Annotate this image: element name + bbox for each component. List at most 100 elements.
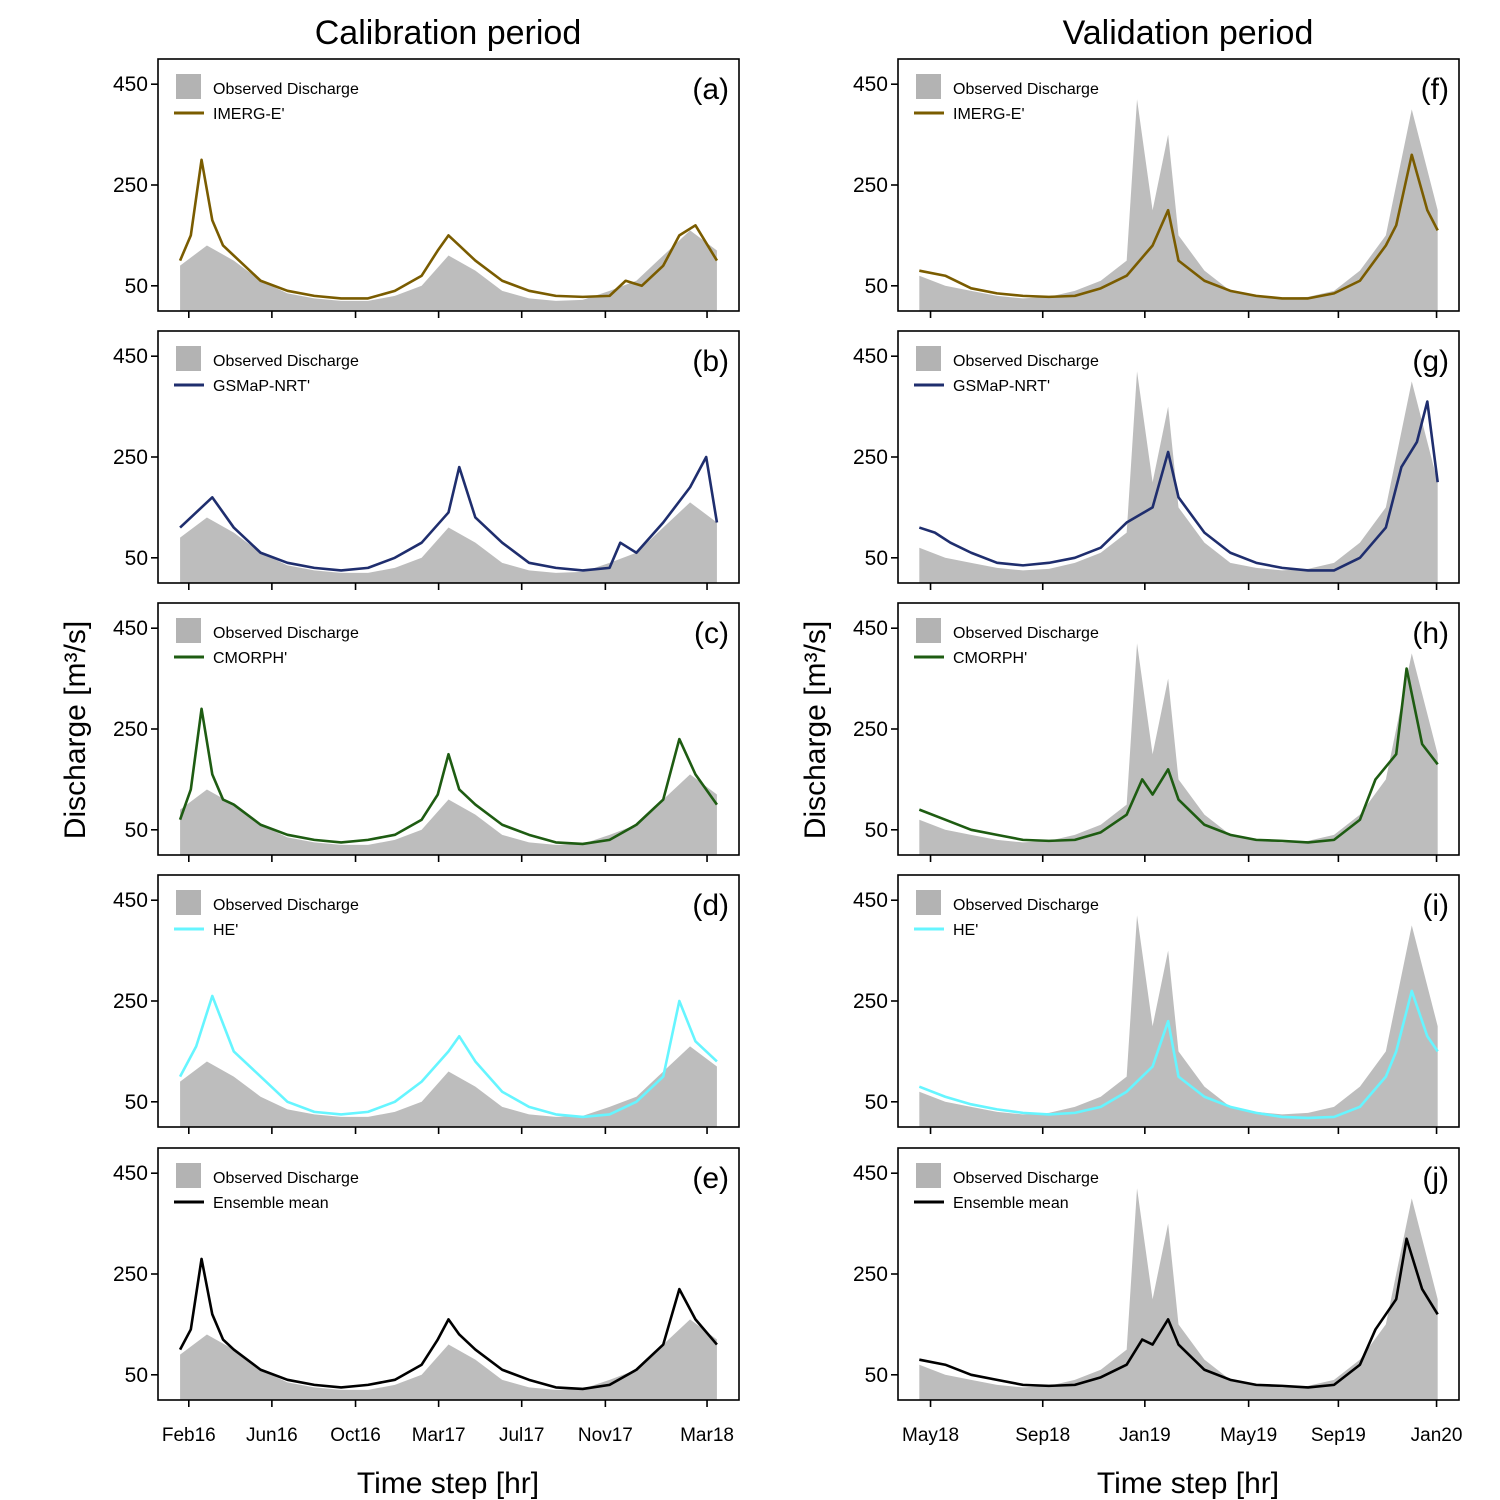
simulated-discharge-line: [919, 1237, 1439, 1389]
legend-label-observed: Observed Discharge: [213, 81, 359, 98]
legend-label-observed: Observed Discharge: [953, 81, 1099, 98]
panel-label: (h): [1412, 617, 1449, 650]
legend-swatch-observed: [176, 1163, 201, 1188]
x-axis-title-calibration: Time step [hr]: [357, 1467, 539, 1500]
y-tick-label: 250: [853, 718, 888, 741]
observed-discharge-area: [180, 230, 717, 311]
legend-label-observed: Observed Discharge: [213, 353, 359, 370]
observed-discharge-area: [180, 1046, 717, 1127]
y-tick-label: 50: [865, 819, 888, 842]
panel-label: (j): [1422, 1162, 1449, 1195]
y-tick-label: 250: [113, 1263, 148, 1286]
panel-label: (d): [692, 889, 729, 922]
legend-label-simulated: HE': [213, 922, 238, 939]
x-tick-label: Feb16: [162, 1425, 216, 1446]
legend-label-simulated: HE': [953, 922, 978, 939]
legend-label-simulated: Ensemble mean: [213, 1195, 329, 1212]
y-tick-label: 450: [113, 345, 148, 368]
x-tick-label: Sep18: [1015, 1425, 1070, 1446]
legend-swatch-observed: [916, 346, 941, 371]
x-axis-title-validation: Time step [hr]: [1097, 1467, 1279, 1500]
panel-e: 50 250 450 Feb16 Jun16 Oct16 Mar17 Jul17 Nov17 Ma…: [113, 1147, 740, 1446]
simulated-discharge-line: [178, 707, 718, 846]
x-tick-label: Jul17: [499, 1425, 544, 1446]
chart-panels: 50 250 450 Observed Discharge IMERG-E' (a) 50 2…: [113, 58, 1462, 1446]
legend-label-simulated: IMERG-E': [213, 106, 285, 123]
y-tick-label: 450: [853, 1162, 888, 1185]
y-tick-label: 450: [113, 1162, 148, 1185]
observed-discharge-area: [180, 1319, 717, 1400]
observed-discharge-area: [180, 502, 717, 583]
legend-swatch-observed: [916, 890, 941, 915]
legend-label-observed: Observed Discharge: [213, 625, 359, 642]
legend-label-simulated: GSMaP-NRT': [953, 378, 1050, 395]
y-tick-label: 450: [853, 73, 888, 96]
y-tick-label: 50: [865, 1364, 888, 1387]
simulated-discharge-line: [919, 153, 1439, 300]
panel-b: 50 250 450 Observed Discharge GSMaP-NRT' (b): [113, 330, 740, 590]
legend-label-observed: Observed Discharge: [953, 625, 1099, 642]
x-tick-label: May19: [1220, 1425, 1277, 1446]
legend-label-observed: Observed Discharge: [953, 353, 1099, 370]
y-tick-label: 50: [125, 547, 148, 570]
legend-label-simulated: CMORPH': [213, 650, 287, 667]
x-tick-label: May18: [902, 1425, 959, 1446]
y-tick-label: 250: [853, 990, 888, 1013]
x-tick-label: Mar18: [680, 1425, 734, 1446]
y-tick-label: 250: [853, 1263, 888, 1286]
panel-d: 50 250 450 Observed Discharge HE' (d): [113, 874, 740, 1134]
x-tick-label: Nov17: [578, 1425, 633, 1446]
legend-label-simulated: Ensemble mean: [953, 1195, 1069, 1212]
legend-swatch-observed: [176, 74, 201, 99]
y-tick-label: 450: [113, 73, 148, 96]
y-tick-label: 250: [113, 446, 148, 469]
simulated-discharge-line: [918, 667, 1439, 844]
observed-discharge-area: [919, 371, 1438, 583]
legend-swatch-observed: [176, 890, 201, 915]
y-tick-label: 450: [853, 617, 888, 640]
column-title-validation: Validation period: [1063, 14, 1314, 52]
panel-label: (f): [1421, 73, 1449, 106]
legend-label-simulated: IMERG-E': [953, 106, 1025, 123]
simulated-discharge-line: [178, 1257, 718, 1391]
x-tick-label: Sep19: [1311, 1425, 1366, 1446]
simulated-discharge-line: [178, 158, 719, 300]
panel-a: 50 250 450 Observed Discharge IMERG-E' (a): [113, 58, 740, 318]
panel-label: (a): [692, 73, 729, 106]
legend-label-observed: Observed Discharge: [953, 897, 1099, 914]
legend-label-observed: Observed Discharge: [953, 1170, 1099, 1187]
y-tick-label: 250: [113, 174, 148, 197]
legend-swatch-observed: [176, 618, 201, 643]
column-title-calibration: Calibration period: [315, 14, 582, 52]
observed-discharge-area: [180, 774, 717, 855]
observed-discharge-area: [919, 643, 1438, 855]
panel-label: (c): [694, 617, 729, 650]
legend-swatch-observed: [176, 346, 201, 371]
panel-j: 50 250 450 May18 Sep18 Jan19 May19 Sep19 Jan20 Ob…: [853, 1147, 1462, 1446]
y-tick-label: 250: [113, 718, 148, 741]
observed-discharge-area: [919, 99, 1438, 311]
simulated-discharge-line: [178, 994, 718, 1119]
x-tick-label: Jan19: [1119, 1425, 1171, 1446]
panel-label: (e): [692, 1162, 729, 1195]
observed-discharge-area: [919, 1188, 1438, 1400]
simulated-discharge-line: [179, 455, 719, 572]
legend-label-simulated: CMORPH': [953, 650, 1027, 667]
panel-i: 50 250 450 Observed Discharge HE' (i): [853, 874, 1460, 1134]
legend-swatch-observed: [916, 1163, 941, 1188]
y-tick-label: 250: [853, 446, 888, 469]
simulated-discharge-line: [918, 400, 1439, 572]
legend-label-observed: Observed Discharge: [213, 897, 359, 914]
x-tick-label: Jun16: [246, 1425, 298, 1446]
y-tick-label: 50: [865, 547, 888, 570]
y-tick-label: 50: [125, 1364, 148, 1387]
legend-label-observed: Observed Discharge: [213, 1170, 359, 1187]
x-tick-label: Mar17: [412, 1425, 466, 1446]
observed-discharge-area: [919, 915, 1438, 1127]
x-tick-label: Oct16: [330, 1425, 381, 1446]
y-tick-label: 450: [853, 345, 888, 368]
y-tick-label: 50: [125, 819, 148, 842]
y-tick-label: 50: [865, 1091, 888, 1114]
legend-swatch-observed: [916, 618, 941, 643]
